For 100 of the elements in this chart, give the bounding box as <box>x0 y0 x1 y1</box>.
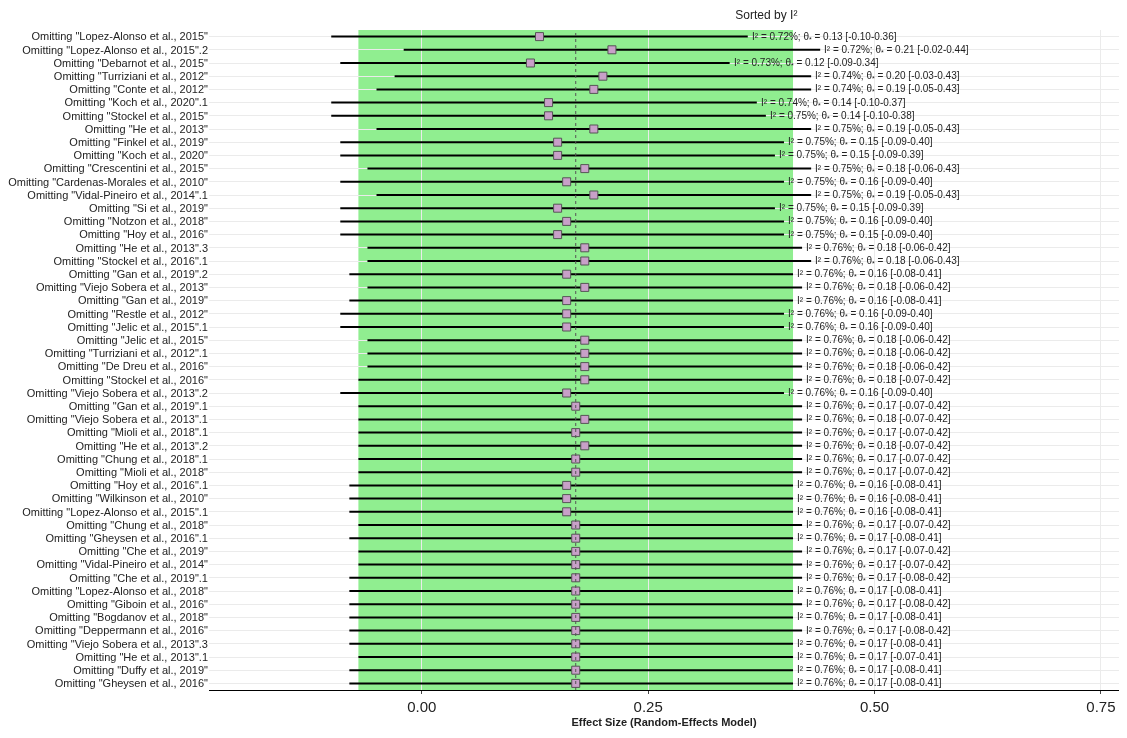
annotation: I² = 0.76%; θ$_{*}$ = 0.17 [-0.07-0.42] <box>806 427 951 440</box>
annotation: I² = 0.76%; θ$_{*}$ = 0.17 [-0.08-0.41] <box>797 532 942 545</box>
point <box>553 137 563 147</box>
annotation: I² = 0.74%; θ$_{*}$ = 0.14 [-0.10-0.37] <box>761 97 906 110</box>
y-tick-label: Omitting "Crescentini et al., 2015" <box>43 162 209 175</box>
point <box>544 111 554 121</box>
y-tick-label: Omitting "Lopez-Alonso et al., 2015" <box>31 30 209 43</box>
annotation: I² = 0.76%; θ$_{*}$ = 0.17 [-0.07-0.42] <box>806 545 951 558</box>
point <box>525 58 535 68</box>
y-tick-label: Omitting "Wilkinson et al., 2010" <box>51 492 209 505</box>
y-tick-label: Omitting "Viejo Sobera et al., 2013".3 <box>26 637 208 650</box>
annotation: I² = 0.76%; θ$_{*}$ = 0.17 [-0.08-0.42] <box>806 572 951 585</box>
annotation: I² = 0.75%; θ$_{*}$ = 0.15 [-0.09-0.39] <box>779 202 924 215</box>
y-tick-label: Omitting "Che et al., 2019" <box>78 545 209 558</box>
point <box>580 375 590 385</box>
y-tick-label: Omitting "Chung et al., 2018".1 <box>57 452 208 465</box>
y-tick-label: Omitting "Lopez-Alonso et al., 2015".2 <box>22 43 208 56</box>
y-tick-label: Omitting "Turriziani et al., 2012".1 <box>44 347 208 360</box>
annotation: I² = 0.76%; θ$_{*}$ = 0.16 [-0.08-0.41] <box>797 295 942 308</box>
annotation: I² = 0.76%; θ$_{*}$ = 0.16 [-0.08-0.41] <box>797 493 942 506</box>
point <box>589 84 599 94</box>
y-tick-label: Omitting "Bogdanov et al., 2018" <box>49 611 209 624</box>
point <box>571 586 581 596</box>
point <box>580 348 590 358</box>
chart-title: Sorted by I² <box>735 8 798 23</box>
y-tick-label: Omitting "Koch et al., 2020".1 <box>64 96 208 109</box>
x-tick-label: 0.25 <box>633 698 663 715</box>
annotation: I² = 0.76%; θ$_{*}$ = 0.16 [-0.08-0.41] <box>797 268 942 281</box>
x-axis-title: Effect Size (Random-Effects Model) <box>571 716 757 729</box>
point <box>571 612 581 622</box>
annotation: I² = 0.76%; θ$_{*}$ = 0.17 [-0.07-0.42] <box>806 559 951 572</box>
point <box>571 560 581 570</box>
point <box>580 335 590 345</box>
annotation: I² = 0.76%; θ$_{*}$ = 0.18 [-0.07-0.42] <box>806 374 951 387</box>
point <box>571 626 581 636</box>
annotation: I² = 0.76%; θ$_{*}$ = 0.17 [-0.07-0.42] <box>806 519 951 532</box>
y-tick-label: Omitting "Hoy et al., 2016".1 <box>69 479 208 492</box>
y-tick-label: Omitting "Jelic et al., 2015" <box>76 334 209 347</box>
annotation: I² = 0.72%; θ$_{*}$ = 0.13 [-0.10-0.36] <box>752 31 897 44</box>
y-tick-label: Omitting "Vidal-Pineiro et al., 2014" <box>36 558 209 571</box>
y-tick-label: Omitting "Viejo Sobera et al., 2013" <box>35 281 209 294</box>
y-tick-label: Omitting "Viejo Sobera et al., 2013".1 <box>26 413 208 426</box>
annotation: I² = 0.76%; θ$_{*}$ = 0.16 [-0.08-0.41] <box>797 506 942 519</box>
y-tick-label: Omitting "Vidal-Pineiro et al., 2014".1 <box>27 188 208 201</box>
y-tick-label: Omitting "Stockel et al., 2015" <box>62 109 209 122</box>
y-tick-label: Omitting "Si et al., 2019" <box>88 202 209 215</box>
y-tick-label: Omitting "De Dreu et al., 2016" <box>57 360 209 373</box>
annotation: I² = 0.76%; θ$_{*}$ = 0.17 [-0.08-0.41] <box>797 611 942 624</box>
annotation: I² = 0.75%; θ$_{*}$ = 0.15 [-0.09-0.40] <box>788 136 933 149</box>
y-tick-label: Omitting "Stockel et al., 2016".1 <box>53 254 208 267</box>
point <box>571 639 581 649</box>
annotation: I² = 0.74%; θ$_{*}$ = 0.19 [-0.05-0.43] <box>815 83 960 96</box>
point <box>571 573 581 583</box>
annotation: I² = 0.75%; θ$_{*}$ = 0.14 [-0.10-0.38] <box>770 110 915 123</box>
point <box>562 269 572 279</box>
point <box>562 216 572 226</box>
y-tick-label: Omitting "Gan et al., 2019".2 <box>68 268 208 281</box>
annotation: I² = 0.75%; θ$_{*}$ = 0.15 [-0.09-0.39] <box>779 149 924 162</box>
y-tick-label: Omitting "Deppermann et al., 2016" <box>35 624 209 637</box>
annotation: I² = 0.74%; θ$_{*}$ = 0.20 [-0.03-0.43] <box>815 70 960 83</box>
annotation: I² = 0.76%; θ$_{*}$ = 0.16 [-0.08-0.41] <box>797 479 942 492</box>
annotation: I² = 0.75%; θ$_{*}$ = 0.19 [-0.05-0.43] <box>815 189 960 202</box>
x-tick-label: 0.75 <box>1086 698 1116 715</box>
y-tick-label: Omitting "Cardenas-Morales et al., 2010" <box>8 175 209 188</box>
point <box>580 256 590 266</box>
point <box>607 45 617 55</box>
annotation: I² = 0.75%; θ$_{*}$ = 0.15 [-0.09-0.40] <box>788 229 933 242</box>
point <box>562 507 572 517</box>
y-tick-label: Omitting "Conte et al., 2012" <box>69 83 209 96</box>
point <box>571 467 581 477</box>
point <box>571 652 581 662</box>
point <box>589 190 599 200</box>
annotation: I² = 0.76%; θ$_{*}$ = 0.17 [-0.08-0.41] <box>797 585 942 598</box>
y-tick-label: Omitting "Mioli et al., 2018".1 <box>66 426 208 439</box>
y-tick-label: Omitting "Mioli et al., 2018" <box>76 466 209 479</box>
y-tick-label: Omitting "He et al., 2013" <box>84 122 209 135</box>
point <box>571 665 581 675</box>
point <box>544 98 554 108</box>
annotation: I² = 0.76%; θ$_{*}$ = 0.17 [-0.07-0.42] <box>806 466 951 479</box>
x-tick-label: 0.50 <box>859 698 890 715</box>
point <box>580 362 590 372</box>
y-tick-label: Omitting "Hoy et al., 2016" <box>79 228 209 241</box>
annotation: I² = 0.76%; θ$_{*}$ = 0.18 [-0.06-0.42] <box>806 281 951 294</box>
y-tick-label: Omitting "He et al., 2013".1 <box>75 650 208 663</box>
annotation: I² = 0.75%; θ$_{*}$ = 0.18 [-0.06-0.43] <box>815 163 960 176</box>
y-tick-label: Omitting "Gheysen et al., 2016".1 <box>45 532 208 545</box>
annotation: I² = 0.76%; θ$_{*}$ = 0.17 [-0.08-0.42] <box>806 598 951 611</box>
point <box>571 546 581 556</box>
y-tick-label: Omitting "Giboin et al., 2016" <box>66 598 209 611</box>
annotation: I² = 0.75%; θ$_{*}$ = 0.16 [-0.09-0.40] <box>788 176 933 189</box>
annotation: I² = 0.75%; θ$_{*}$ = 0.16 [-0.09-0.40] <box>788 215 933 228</box>
point <box>553 150 563 160</box>
point <box>553 203 563 213</box>
annotation: I² = 0.76%; θ$_{*}$ = 0.18 [-0.06-0.43] <box>815 255 960 268</box>
point <box>535 32 544 42</box>
point <box>562 322 572 332</box>
point <box>589 124 599 134</box>
point <box>562 480 572 490</box>
annotation: I² = 0.76%; θ$_{*}$ = 0.17 [-0.07-0.41] <box>797 651 942 664</box>
point <box>571 401 581 411</box>
